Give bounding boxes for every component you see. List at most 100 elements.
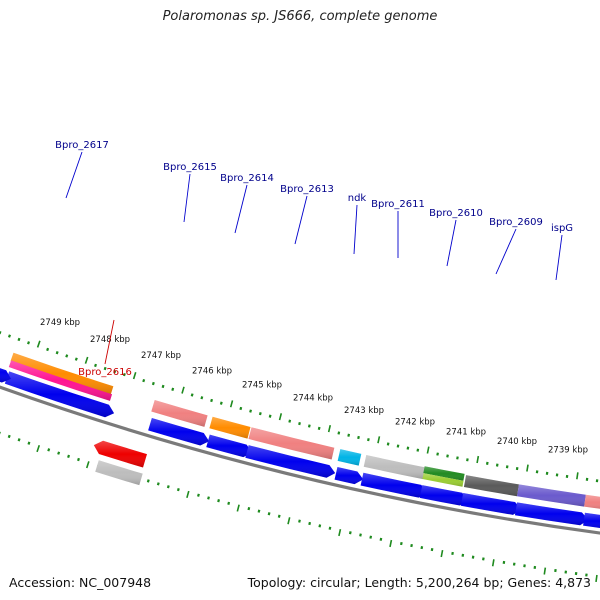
- scale-tick: [74, 357, 78, 361]
- inner-tick: [399, 541, 403, 546]
- scale-tick: [396, 444, 400, 448]
- scale-tick: [46, 347, 50, 352]
- gene-label: Bpro_2617: [55, 140, 109, 151]
- inner-tick: [207, 496, 210, 500]
- gene-leader-line: [234, 184, 248, 234]
- feature-block-shade: [10, 352, 114, 395]
- gene-leader-line: [353, 204, 358, 255]
- inner-tick: [257, 509, 261, 513]
- inner-tick: [85, 461, 90, 469]
- inner-tick: [277, 514, 281, 518]
- gene-label: Bpro_2614: [220, 173, 274, 184]
- gene-leader-line: [104, 319, 115, 365]
- inner-tick: [348, 531, 352, 535]
- forward-gene-arrow-shade: [514, 502, 589, 526]
- scale-tick: [466, 458, 469, 462]
- gene-label: Bpro_2616: [78, 367, 132, 378]
- gene-label: Bpro_2615: [163, 162, 217, 173]
- scale-tick: [416, 448, 420, 452]
- inner-tick: [36, 444, 41, 453]
- reverse-gene-arrow-shade: [93, 440, 147, 468]
- gene-leader-line: [294, 195, 308, 245]
- inner-tick: [379, 537, 383, 541]
- inner-tick: [176, 487, 180, 492]
- scale-tick: [258, 412, 262, 416]
- gene-leader-line: [555, 234, 563, 281]
- scale-tick: [446, 454, 449, 458]
- forward-gene-arrow-shade: [419, 485, 469, 506]
- inner-tick: [67, 454, 71, 459]
- scale-tick: [307, 424, 311, 428]
- scale-tick: [55, 350, 59, 355]
- topology-text: Topology: circular; Length: 5,200,264 bp…: [247, 575, 591, 590]
- map-title: Polaromonas sp. JS666, complete genome: [162, 9, 438, 24]
- inner-tick: [389, 539, 393, 548]
- scale-tick: [171, 387, 175, 391]
- inner-tick: [57, 451, 61, 455]
- gene-leader-line: [65, 151, 83, 199]
- gene-label: Bpro_2609: [489, 217, 543, 228]
- scale-ring: [0, 331, 599, 483]
- inner-tick: [227, 501, 231, 505]
- inner-tick: [267, 512, 271, 516]
- scale-label: 2742 kbp: [395, 417, 435, 427]
- feature-block-shade: [248, 427, 335, 460]
- feature-block-shade: [337, 449, 362, 466]
- scale-label: 2747 kbp: [141, 351, 181, 361]
- scale-tick: [229, 400, 234, 408]
- inner-tick: [27, 441, 31, 445]
- scale-tick: [210, 398, 214, 403]
- scale-tick: [298, 421, 301, 426]
- scale-label: 2739 kbp: [548, 446, 588, 456]
- feature-block-shade: [151, 400, 208, 427]
- scale-tick: [386, 442, 390, 446]
- feature-block-shade: [363, 454, 426, 480]
- scale-tick: [190, 393, 194, 397]
- feature-tracks: [0, 352, 600, 528]
- scale-tick: [426, 446, 430, 454]
- gene-label: ispG: [551, 223, 573, 234]
- inner-tick: [369, 535, 373, 539]
- forward-gene-arrow-shade: [0, 368, 11, 383]
- scale-tick: [27, 341, 31, 345]
- gene-label: Bpro_2611: [371, 199, 425, 210]
- gene-label: ndk: [348, 193, 367, 204]
- scale-tick: [476, 455, 480, 464]
- scale-tick: [122, 372, 126, 377]
- feature-block-shade: [95, 460, 143, 486]
- inner-tick: [595, 574, 598, 583]
- scale-tick: [327, 425, 332, 433]
- inner-tick: [318, 524, 322, 528]
- scale-tick: [181, 386, 185, 394]
- accession-text: Accession: NC_007948: [9, 575, 152, 590]
- inner-tick: [7, 434, 11, 439]
- inner-tick: [328, 526, 332, 530]
- scale-tick: [268, 414, 272, 418]
- scale-tick: [161, 384, 165, 389]
- scale-tick: [219, 401, 223, 405]
- inner-tick: [338, 528, 342, 537]
- forward-gene-arrow-shade: [4, 371, 115, 418]
- feature-block-shade: [209, 416, 251, 439]
- scale-tick: [278, 413, 283, 421]
- scale-tick: [436, 452, 439, 456]
- feature-block-shade: [423, 466, 465, 481]
- forward-gene-arrow-shade: [206, 434, 253, 458]
- scale-label: 2741 kbp: [446, 428, 486, 438]
- inner-tick: [491, 559, 495, 567]
- scale-label: 2749 kbp: [40, 318, 80, 328]
- feature-block-shade: [422, 473, 464, 487]
- inner-tick: [166, 485, 170, 489]
- scale-tick: [103, 366, 107, 371]
- feature-block-shade: [517, 484, 586, 507]
- scale-tick: [151, 381, 155, 386]
- inner-tick: [298, 519, 301, 523]
- scale-tick: [249, 409, 252, 413]
- forward-gene-arrow-shade: [460, 492, 522, 515]
- scale-tick: [17, 337, 21, 342]
- inner-tick: [17, 438, 21, 442]
- scale-tick: [456, 456, 459, 460]
